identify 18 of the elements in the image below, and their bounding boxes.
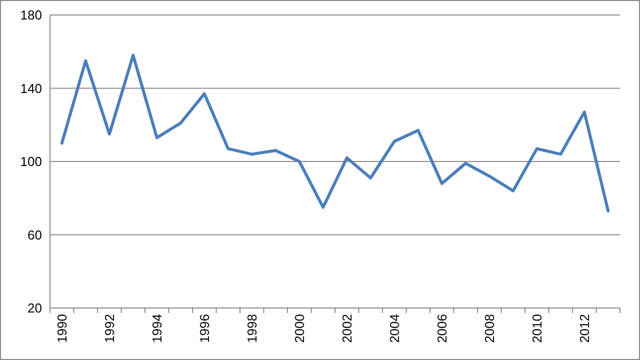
y-tick-label: 100 [20, 154, 42, 170]
y-tick-label: 60 [28, 227, 42, 242]
x-tick-label: 2010 [529, 314, 544, 343]
x-tick-label: 2002 [339, 314, 354, 343]
x-tick-label: 2004 [386, 314, 402, 343]
x-tick-label: 1998 [244, 314, 260, 343]
x-tick-label: 2000 [292, 314, 307, 343]
x-tick-label: 1990 [54, 314, 70, 343]
x-tick-label: 2006 [434, 314, 450, 343]
x-tick-label: 1992 [102, 314, 117, 343]
line-series [60, 54, 610, 212]
x-tick-label: 2012 [576, 314, 592, 343]
y-tick-label: 180 [20, 8, 42, 23]
y-tick-label: 140 [20, 80, 42, 96]
x-tick-label: 2008 [482, 314, 497, 343]
x-tick-label: 1996 [196, 314, 212, 343]
x-tick-label: 1994 [149, 314, 164, 343]
y-tick-label: 20 [28, 300, 42, 316]
